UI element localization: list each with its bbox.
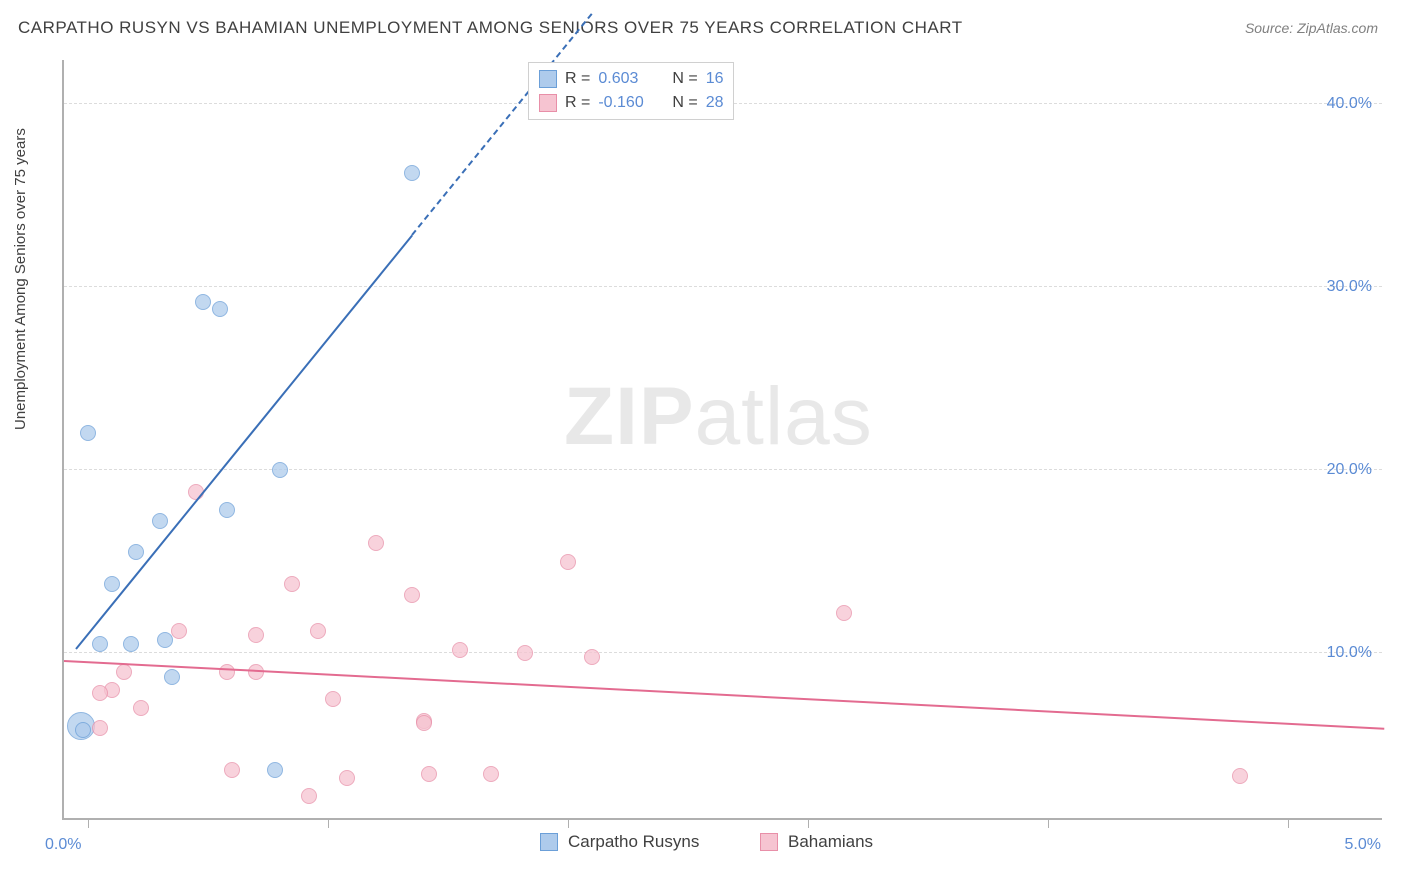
scatter-point	[80, 425, 96, 441]
scatter-point	[560, 554, 576, 570]
correlation-row: R = 0.603N = 16	[539, 67, 723, 91]
gridline	[64, 286, 1382, 287]
trend-line	[64, 660, 1384, 730]
scatter-point	[92, 685, 108, 701]
y-tick-label: 40.0%	[1327, 95, 1372, 113]
x-tick	[1048, 818, 1049, 828]
x-tick	[808, 818, 809, 828]
scatter-point	[212, 301, 228, 317]
scatter-point	[584, 649, 600, 665]
plot-area: ZIPatlas 10.0% 20.0% 30.0% 40.0%	[62, 60, 1382, 820]
scatter-point	[368, 535, 384, 551]
scatter-point	[157, 632, 173, 648]
scatter-point	[195, 294, 211, 310]
scatter-point	[452, 642, 468, 658]
scatter-point	[164, 669, 180, 685]
gridline	[64, 469, 1382, 470]
x-tick-label-left: 0.0%	[45, 836, 81, 854]
chart-title: CARPATHO RUSYN VS BAHAMIAN UNEMPLOYMENT …	[18, 18, 963, 38]
scatter-point	[104, 576, 120, 592]
chart-container: CARPATHO RUSYN VS BAHAMIAN UNEMPLOYMENT …	[0, 0, 1406, 892]
scatter-point	[310, 623, 326, 639]
scatter-point	[75, 722, 91, 738]
legend-swatch	[539, 70, 557, 88]
scatter-point	[219, 664, 235, 680]
scatter-point	[92, 720, 108, 736]
correlation-row: R = -0.160N = 28	[539, 91, 723, 115]
x-tick	[568, 818, 569, 828]
watermark: ZIPatlas	[564, 370, 873, 464]
x-tick-label-right: 5.0%	[1345, 836, 1381, 854]
scatter-point	[836, 605, 852, 621]
scatter-point	[339, 770, 355, 786]
scatter-point	[219, 502, 235, 518]
y-tick-label: 30.0%	[1327, 278, 1372, 296]
scatter-point	[248, 627, 264, 643]
x-tick	[328, 818, 329, 828]
scatter-point	[128, 544, 144, 560]
scatter-point	[133, 700, 149, 716]
scatter-point	[1232, 768, 1248, 784]
scatter-point	[123, 636, 139, 652]
scatter-point	[171, 623, 187, 639]
scatter-point	[116, 664, 132, 680]
legend-swatch	[760, 833, 778, 851]
legend-swatch	[539, 94, 557, 112]
scatter-point	[284, 576, 300, 592]
scatter-point	[325, 691, 341, 707]
x-tick	[88, 818, 89, 828]
scatter-point	[301, 788, 317, 804]
y-tick-label: 20.0%	[1327, 461, 1372, 479]
y-tick-label: 10.0%	[1327, 644, 1372, 662]
legend-swatch	[540, 833, 558, 851]
gridline	[64, 652, 1382, 653]
correlation-legend: R = 0.603N = 16R = -0.160N = 28	[528, 62, 734, 120]
scatter-point	[272, 462, 288, 478]
scatter-point	[483, 766, 499, 782]
scatter-point	[421, 766, 437, 782]
scatter-point	[92, 636, 108, 652]
scatter-point	[404, 587, 420, 603]
series-legend-item: Bahamians	[760, 832, 873, 852]
y-axis-label: Unemployment Among Seniors over 75 years	[12, 128, 29, 430]
scatter-point	[267, 762, 283, 778]
trend-line	[411, 13, 593, 236]
scatter-point	[404, 165, 420, 181]
scatter-point	[152, 513, 168, 529]
series-legend-item: Carpatho Rusyns	[540, 832, 699, 852]
source-attribution: Source: ZipAtlas.com	[1245, 20, 1378, 36]
trend-line	[75, 234, 413, 649]
legend-label: Carpatho Rusyns	[568, 832, 699, 852]
scatter-point	[517, 645, 533, 661]
x-tick	[1288, 818, 1289, 828]
scatter-point	[224, 762, 240, 778]
scatter-point	[416, 715, 432, 731]
legend-label: Bahamians	[788, 832, 873, 852]
